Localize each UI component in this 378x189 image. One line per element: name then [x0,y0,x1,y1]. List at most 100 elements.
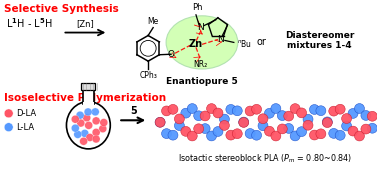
Text: O: O [167,50,175,59]
Circle shape [232,106,242,116]
Circle shape [206,104,217,114]
Circle shape [213,127,223,136]
Circle shape [194,111,204,121]
Circle shape [220,121,229,130]
Circle shape [329,106,339,116]
Circle shape [361,124,371,134]
Circle shape [322,118,332,128]
Circle shape [174,121,184,131]
Circle shape [187,131,197,141]
Circle shape [284,123,294,133]
Circle shape [239,118,249,127]
Circle shape [335,130,345,140]
Circle shape [71,115,79,123]
Circle shape [265,126,274,136]
Circle shape [258,114,268,124]
Text: NR₂: NR₂ [193,60,207,69]
Text: Enantiopure 5: Enantiopure 5 [166,77,238,86]
Circle shape [83,114,91,122]
Text: 5: 5 [130,106,136,116]
Text: Me: Me [147,17,159,26]
Text: mixtures 1-4: mixtures 1-4 [287,41,352,50]
Text: [Zn]: [Zn] [76,20,94,29]
Text: D-LA: D-LA [15,109,36,118]
Circle shape [348,126,358,136]
Ellipse shape [166,16,238,69]
Circle shape [168,130,178,140]
Circle shape [86,133,94,141]
Circle shape [181,108,191,118]
Circle shape [329,129,339,138]
Circle shape [85,121,93,129]
Text: Diastereomer: Diastereomer [285,31,354,40]
Circle shape [161,129,172,139]
Circle shape [355,104,364,113]
Circle shape [226,105,236,114]
Circle shape [71,124,79,132]
Circle shape [252,104,262,114]
Circle shape [367,123,377,133]
Circle shape [277,111,287,121]
Circle shape [174,114,184,124]
Circle shape [239,117,249,127]
Circle shape [161,106,172,116]
Circle shape [155,117,165,127]
Circle shape [92,117,100,125]
Text: Isotactic stereoblock PLA ($\mathit{P}_\mathrm{m}$ = 0.80~0.84): Isotactic stereoblock PLA ($\mathit{P}_\… [178,153,352,165]
Circle shape [187,104,197,113]
Circle shape [181,126,191,136]
Circle shape [92,135,100,143]
Circle shape [265,108,274,118]
Circle shape [168,104,178,114]
Circle shape [206,131,217,141]
Circle shape [361,111,371,120]
Circle shape [310,130,319,140]
Circle shape [316,106,326,116]
Circle shape [80,137,88,145]
Circle shape [271,131,281,141]
Circle shape [77,119,85,127]
Circle shape [258,121,268,131]
Circle shape [200,111,210,121]
Circle shape [4,123,13,132]
Circle shape [252,130,262,140]
Circle shape [290,131,300,141]
FancyBboxPatch shape [83,101,94,105]
Text: L-LA: L-LA [15,123,34,132]
Circle shape [342,121,352,131]
Text: L$^{\mathbf{1}}$H - L$^{\mathbf{5}}$H: L$^{\mathbf{1}}$H - L$^{\mathbf{5}}$H [6,16,52,30]
Circle shape [220,114,229,124]
Circle shape [271,104,281,113]
Text: N: N [198,23,204,32]
Circle shape [348,108,358,118]
Circle shape [92,129,100,136]
Circle shape [303,114,313,124]
Circle shape [277,124,287,134]
Circle shape [335,104,345,114]
Circle shape [322,117,332,127]
Circle shape [355,131,364,141]
Text: Isoselective Polymerization: Isoselective Polymerization [4,93,166,103]
Circle shape [200,124,210,133]
Circle shape [290,104,300,114]
FancyBboxPatch shape [83,90,94,104]
Circle shape [297,108,307,118]
Circle shape [245,106,255,116]
Circle shape [226,130,236,140]
Circle shape [76,111,84,119]
Circle shape [310,105,319,114]
Circle shape [316,129,326,139]
Text: CPh₃: CPh₃ [139,71,157,80]
Circle shape [91,108,99,116]
Circle shape [84,108,92,116]
Circle shape [100,119,108,126]
Circle shape [4,109,13,118]
Ellipse shape [67,101,110,149]
Circle shape [245,129,255,138]
FancyBboxPatch shape [81,83,95,90]
Text: N: N [217,35,224,44]
Circle shape [194,124,204,134]
Circle shape [303,120,313,130]
Circle shape [284,111,294,121]
Text: Ph: Ph [192,3,202,12]
